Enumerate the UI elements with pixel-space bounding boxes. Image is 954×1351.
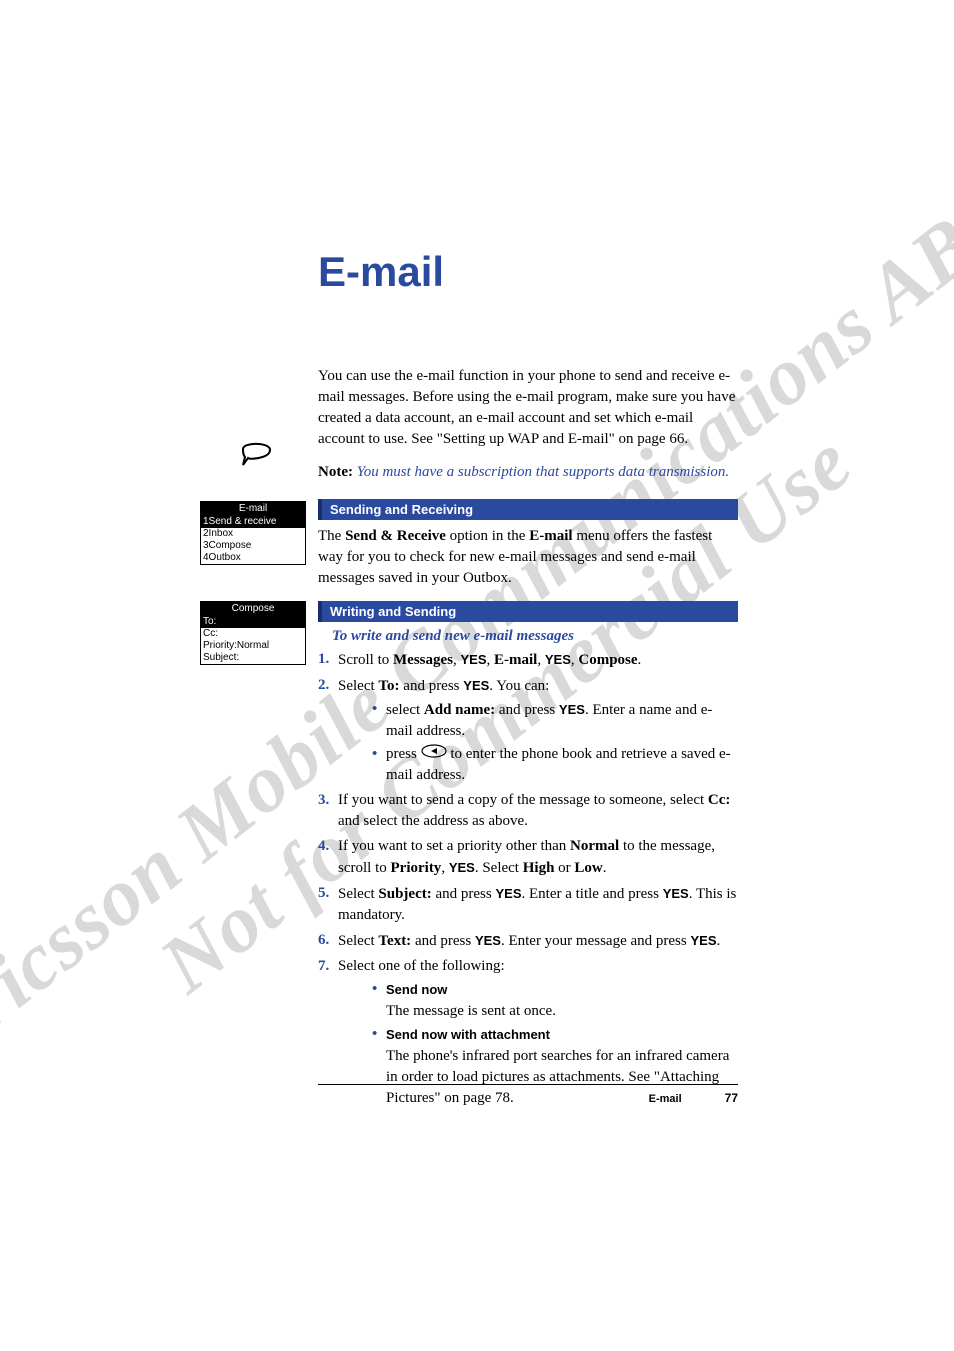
section-heading-writing-sending: Writing and Sending (318, 601, 738, 622)
step-number: 5. (318, 883, 329, 904)
phone-row: 2Inbox (201, 528, 305, 540)
send-recv-body: The Send & Receive option in the E-mail … (318, 526, 738, 589)
key-label: YES (449, 860, 475, 875)
step-number: 1. (318, 649, 329, 670)
bold-text: Low (574, 860, 602, 876)
phone-screen-compose: Compose To: Cc: Priority:Normal Subject: (200, 601, 306, 665)
step-item: 1.Scroll to Messages, YES, E-mail, YES, … (318, 649, 738, 671)
note-text: You must have a subscription that suppor… (357, 464, 729, 480)
key-label: YES (690, 933, 716, 948)
step-number: 7. (318, 956, 329, 977)
phone-row: Cc: (201, 628, 305, 640)
bold-text: Subject: (378, 886, 431, 902)
step-item: 4.If you want to set a priority other th… (318, 836, 738, 879)
phone-row: 3Compose (201, 540, 305, 552)
step-item: 2.Select To: and press YES. You can:sele… (318, 675, 738, 786)
sub-bullets: select Add name: and press YES. Enter a … (372, 699, 738, 786)
footer-page: 77 (725, 1091, 738, 1105)
steps-list: 1.Scroll to Messages, YES, E-mail, YES, … (318, 649, 738, 1109)
page: Ericsson Mobile Communications AB Not fo… (0, 0, 954, 1351)
key-label: YES (545, 652, 571, 667)
phone-row: 1Send & receive (201, 516, 305, 528)
sub-item-title: Send now (386, 982, 447, 997)
intro-paragraph: You can use the e-mail function in your … (318, 366, 738, 450)
section-heading-sending-receiving: Sending and Receiving (318, 499, 738, 520)
phone-row: Subject: (201, 652, 305, 664)
bold-text: E-mail (494, 652, 537, 668)
main-column: E-mail You can use the e-mail function i… (318, 248, 738, 1113)
speech-bubble-icon (240, 438, 274, 468)
step-number: 2. (318, 675, 329, 696)
side-column: E-mail 1Send & receive 2Inbox 3Compose 4… (200, 438, 310, 701)
page-title: E-mail (318, 248, 738, 296)
key-label: YES (461, 652, 487, 667)
bold-text: To: (378, 678, 399, 694)
note-label: Note: (318, 464, 353, 480)
page-footer: E-mail 77 (318, 1084, 738, 1106)
step-number: 6. (318, 930, 329, 951)
bullet-item: press to enter the phone book and retrie… (372, 744, 738, 786)
key-label: YES (495, 886, 521, 901)
bold-text: Messages (393, 652, 453, 668)
bold-text: Text: (378, 933, 411, 949)
bold-text: Compose (578, 652, 637, 668)
step-item: 6.Select Text: and press YES. Enter your… (318, 930, 738, 952)
key-label: YES (463, 678, 489, 693)
left-arrow-key-icon (421, 744, 447, 765)
phone-row: Priority:Normal (201, 640, 305, 652)
bullet-item: select Add name: and press YES. Enter a … (372, 699, 738, 742)
note-line: Note: You must have a subscription that … (318, 462, 738, 483)
bold-text: High (523, 860, 555, 876)
step-item: 5.Select Subject: and press YES. Enter a… (318, 883, 738, 926)
key-label: YES (475, 933, 501, 948)
sub-item-title: Send now with attachment (386, 1027, 550, 1042)
key-label: YES (663, 886, 689, 901)
phone-screen-email: E-mail 1Send & receive 2Inbox 3Compose 4… (200, 501, 306, 565)
bold-text: Priority (391, 860, 442, 876)
key-label: YES (559, 702, 585, 717)
footer-label: E-mail (649, 1093, 682, 1105)
bold-text: Normal (570, 838, 619, 854)
phone-row: 4Outbox (201, 552, 305, 564)
phone-row: To: (201, 616, 305, 628)
subheading: To write and send new e-mail messages (332, 628, 738, 645)
step-number: 4. (318, 836, 329, 857)
sub-item: Send now The message is sent at once. (372, 979, 738, 1022)
phone-title: Compose (201, 602, 305, 616)
bold-text: Add name: (424, 702, 495, 718)
step-item: 3.If you want to send a copy of the mess… (318, 790, 738, 832)
phone-title: E-mail (201, 502, 305, 516)
sub-item-body: The message is sent at once. (386, 1001, 738, 1022)
bold-text: Cc: (708, 792, 731, 808)
step-number: 3. (318, 790, 329, 811)
